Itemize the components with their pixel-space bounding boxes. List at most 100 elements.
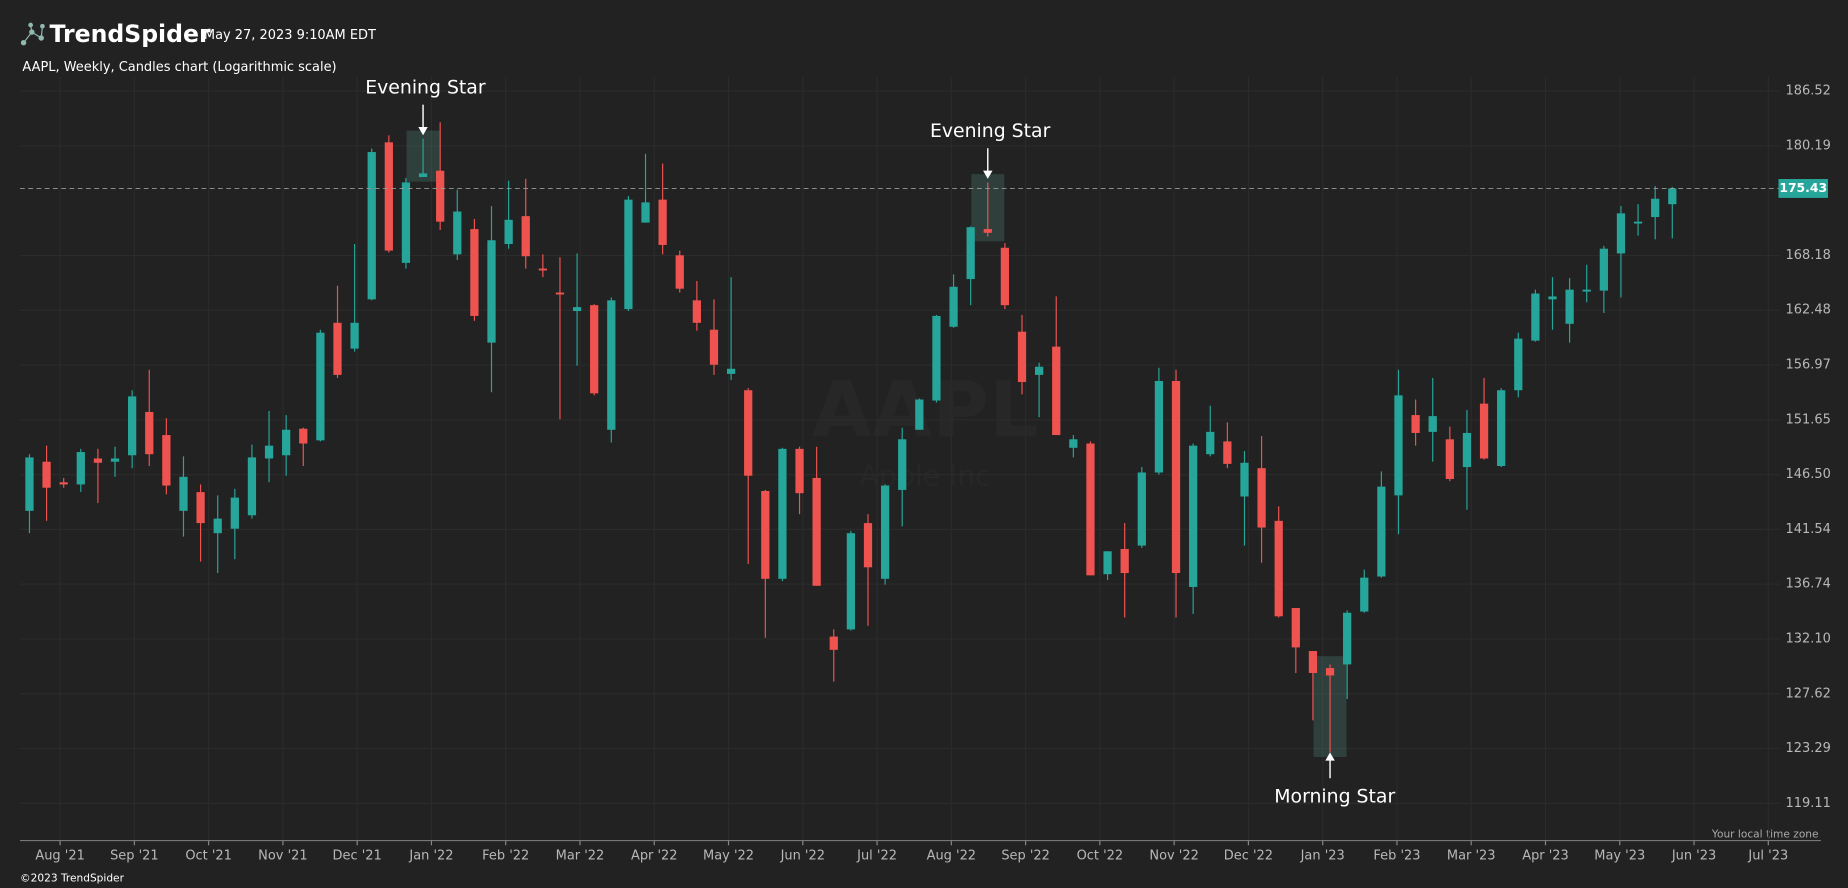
candle-body (675, 255, 684, 289)
candle-body (1189, 445, 1198, 587)
candle-body (230, 497, 239, 529)
candle-body (1514, 338, 1523, 391)
candle-body (1240, 462, 1249, 497)
candle-body (367, 152, 376, 300)
x-tick-label: Jan '23 (1300, 848, 1345, 863)
candle-body (1017, 331, 1027, 383)
candle-body (1325, 668, 1335, 676)
x-tick-label: Feb '22 (482, 848, 529, 863)
x-tick-label: May '22 (703, 848, 754, 863)
candle-body (1137, 472, 1146, 546)
candle-body (949, 286, 958, 327)
candle-body (1223, 441, 1232, 464)
candle-body (1445, 439, 1454, 480)
last-price-label: 175.43 (1779, 181, 1827, 195)
candle-body (1531, 293, 1540, 341)
candle-body (538, 268, 547, 271)
timezone-note: Your local time zone (1711, 829, 1819, 841)
candle-body (453, 211, 462, 255)
candle-body (436, 170, 445, 222)
candle-body (1069, 439, 1078, 448)
candle-body (1394, 395, 1403, 496)
x-tick-label: May '23 (1594, 848, 1645, 863)
candle-body (1000, 247, 1010, 306)
candle-body (418, 173, 428, 178)
y-tick-label: 123.29 (1786, 741, 1831, 756)
candle-body (1616, 213, 1626, 254)
candle-body (487, 240, 496, 343)
y-tick-label: 136.74 (1786, 577, 1831, 592)
candle-body (247, 457, 257, 516)
pattern-label: Evening Star (365, 78, 486, 99)
x-tick-label: Sep '21 (110, 848, 159, 863)
candle-body (1599, 248, 1608, 291)
candle-body (812, 477, 821, 586)
candle-body (196, 492, 205, 524)
y-tick-label: 127.62 (1786, 686, 1831, 701)
candle-body (1308, 651, 1318, 673)
candle-body (658, 199, 667, 245)
pattern-arrowhead (1325, 752, 1335, 761)
candle-body (1411, 415, 1420, 433)
candle-body (1462, 432, 1472, 468)
x-tick-label: Apr '22 (631, 848, 678, 863)
x-tick-label: Aug '21 (35, 848, 84, 863)
timestamp: May 27, 2023 9:10AM EDT (204, 28, 376, 43)
candle-body (966, 227, 975, 280)
x-tick-label: Mar '23 (1447, 848, 1496, 863)
candle-body (1291, 608, 1300, 648)
candle-body (709, 329, 719, 365)
candle-body (1377, 486, 1386, 577)
candle-body (59, 482, 68, 485)
y-tick-label: 151.65 (1786, 412, 1831, 427)
x-tick-label: Nov '22 (1149, 848, 1198, 863)
x-tick-label: Apr '23 (1522, 848, 1569, 863)
candle-body (932, 315, 941, 401)
candle-body (1497, 390, 1506, 467)
candle-body (145, 411, 154, 455)
x-tick-label: Feb '23 (1373, 848, 1420, 863)
x-tick-label: Oct '21 (185, 848, 232, 863)
candle-body (624, 199, 633, 310)
candle-body (1565, 289, 1574, 324)
y-tick-label: 141.54 (1786, 522, 1831, 537)
candle-body (829, 636, 838, 650)
y-tick-label: 180.19 (1786, 138, 1831, 153)
x-tick-label: Dec '21 (333, 848, 382, 863)
candle-body (521, 216, 530, 257)
candle-body (350, 322, 359, 349)
candle-body (778, 448, 787, 579)
candle-body (1274, 520, 1283, 617)
brand: TrendSpider (50, 20, 211, 48)
candle-body (333, 322, 342, 375)
y-tick-label: 168.18 (1786, 248, 1831, 263)
x-tick-label: Nov '21 (258, 848, 307, 863)
candle-body (898, 439, 907, 490)
pattern-label: Morning Star (1274, 787, 1395, 808)
candle-body (1103, 551, 1112, 575)
y-tick-label: 119.11 (1786, 796, 1831, 811)
candle-body (572, 307, 582, 312)
candle-body (470, 229, 479, 316)
candle-body (1343, 612, 1352, 665)
candle-body (641, 202, 650, 223)
candle-body (846, 533, 856, 630)
candle-body (555, 292, 565, 295)
candle-body (93, 458, 103, 463)
candle-body (1257, 468, 1266, 528)
x-tick-label: Jun '23 (1671, 848, 1716, 863)
candle-body (1034, 366, 1044, 375)
candle-body (213, 518, 222, 534)
candle-body (282, 429, 291, 456)
candle-body (1651, 198, 1660, 218)
x-tick-label: Oct '22 (1077, 848, 1124, 863)
candle-body (880, 485, 890, 579)
y-tick-label: 146.50 (1786, 467, 1831, 482)
candle-body (316, 332, 325, 441)
candle-body (1479, 403, 1489, 459)
y-tick-label: 162.48 (1786, 303, 1831, 318)
logo-icon (20, 22, 45, 46)
candle-body (25, 457, 34, 511)
